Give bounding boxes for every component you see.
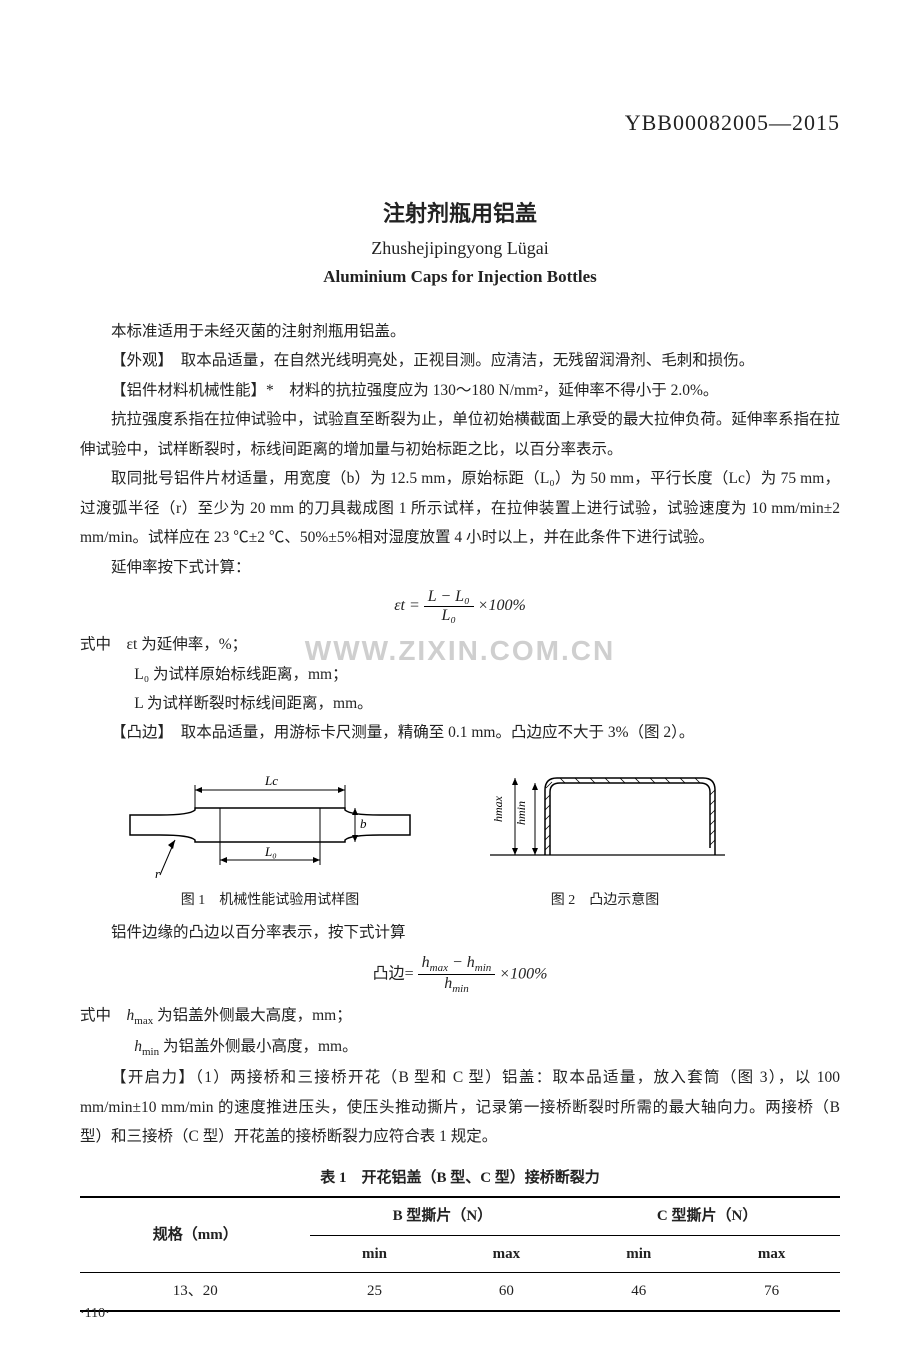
figure-2-caption: 图 2 凸边示意图 <box>480 888 730 915</box>
numerator: hmax − hmin <box>418 954 496 975</box>
definition: 式中 hmax 为铝盖外侧最大高度，mm； <box>80 1001 840 1032</box>
watermark-text: WWW.ZIXIN.COM.CN <box>305 635 615 667</box>
header-max: max <box>703 1235 840 1273</box>
cell-cmax: 76 <box>703 1273 840 1311</box>
figures-row: Lc b L₀ r <box>80 760 840 915</box>
title-english: Aluminium Caps for Injection Bottles <box>80 267 840 287</box>
table-1: 规格（mm） B 型撕片（N） C 型撕片（N） min max min max… <box>80 1196 840 1312</box>
numerator: L − L₀ <box>424 588 474 607</box>
header-max: max <box>439 1235 575 1273</box>
formula-left: 凸边= <box>373 965 414 982</box>
header-b-type: B 型撕片（N） <box>310 1197 574 1235</box>
fraction: hmax − hmin hmin <box>418 954 496 996</box>
figure-2: hmax hmin 图 2 凸边示意图 <box>480 760 730 915</box>
definition: L 为试样断裂时标线间距离，mm。 <box>80 689 840 718</box>
fraction: L − L₀ L₀ <box>424 588 474 624</box>
title-chinese: 注射剂瓶用铝盖 <box>80 196 840 228</box>
paragraph: 抗拉强度系指在拉伸试验中，试验直至断裂为止，单位初始横截面上承受的最大拉伸负荷。… <box>80 405 840 464</box>
cell-bmax: 60 <box>439 1273 575 1311</box>
cap-profile-diagram: hmax hmin <box>480 760 730 880</box>
header-min: min <box>574 1235 703 1273</box>
header-c-type: C 型撕片（N） <box>574 1197 840 1235</box>
paragraph: 本标准适用于未经灭菌的注射剂瓶用铝盖。 <box>80 317 840 346</box>
page-number: ·110· <box>80 1306 110 1322</box>
paragraph: 延伸率按下式计算： <box>80 553 840 582</box>
formula-var: εt <box>394 597 405 614</box>
label-l0: L₀ <box>264 844 277 859</box>
document-page: YBB00082005—2015 注射剂瓶用铝盖 Zhushejipingyon… <box>0 0 920 1352</box>
formula-eq: = <box>409 597 420 614</box>
document-id: YBB00082005—2015 <box>80 110 840 136</box>
figure-1: Lc b L₀ r <box>120 760 420 915</box>
cell-bmin: 25 <box>310 1273 438 1311</box>
denominator: L₀ <box>424 607 474 625</box>
title-pinyin: Zhushejipingyong Lügai <box>80 238 840 259</box>
label-b: b <box>360 816 367 831</box>
cell-cmin: 46 <box>574 1273 703 1311</box>
header-min: min <box>310 1235 438 1273</box>
paragraph: 铝件边缘的凸边以百分率表示，按下式计算 <box>80 918 840 947</box>
title-block: 注射剂瓶用铝盖 Zhushejipingyong Lügai Aluminium… <box>80 196 840 287</box>
paragraph: 【开启力】（1）两接桥和三接桥开花（B 型和 C 型）铝盖：取本品适量，放入套筒… <box>80 1063 840 1151</box>
specimen-diagram: Lc b L₀ r <box>120 760 420 880</box>
label-hmax: hmax <box>491 795 505 822</box>
figure-1-caption: 图 1 机械性能试验用试样图 <box>120 888 420 915</box>
table-1-title: 表 1 开花铝盖（B 型、C 型）接桥断裂力 <box>80 1164 840 1193</box>
body-content: 本标准适用于未经灭菌的注射剂瓶用铝盖。 【外观】 取本品适量，在自然光线明亮处，… <box>80 317 840 1312</box>
label-hmin: hmin <box>514 801 528 825</box>
formula-bulge: 凸边= hmax − hmin hmin ×100% <box>80 954 840 996</box>
label-r: r <box>155 866 161 880</box>
formula-elongation: εt = L − L₀ L₀ ×100% <box>80 588 840 624</box>
formula-mult: ×100% <box>478 597 526 614</box>
label-lc: Lc <box>264 773 278 788</box>
table-row: 13、20 25 60 46 76 <box>80 1273 840 1311</box>
cell-spec: 13、20 <box>80 1273 310 1311</box>
paragraph: 【铝件材料机械性能】* 材料的抗拉强度应为 130～180 N/mm²，延伸率不… <box>80 376 840 405</box>
paragraph: 【凸边】 取本品适量，用游标卡尺测量，精确至 0.1 mm。凸边应不大于 3%（… <box>80 718 840 747</box>
definition: hmin 为铝盖外侧最小高度，mm。 <box>80 1032 840 1063</box>
denominator: hmin <box>418 975 496 995</box>
paragraph: 【外观】 取本品适量，在自然光线明亮处，正视目测。应清洁，无残留润滑剂、毛刺和损… <box>80 346 840 375</box>
formula-mult: ×100% <box>499 965 547 982</box>
paragraph: 取同批号铝件片材适量，用宽度（b）为 12.5 mm，原始标距（L₀）为 50 … <box>80 464 840 552</box>
header-spec: 规格（mm） <box>80 1197 310 1273</box>
